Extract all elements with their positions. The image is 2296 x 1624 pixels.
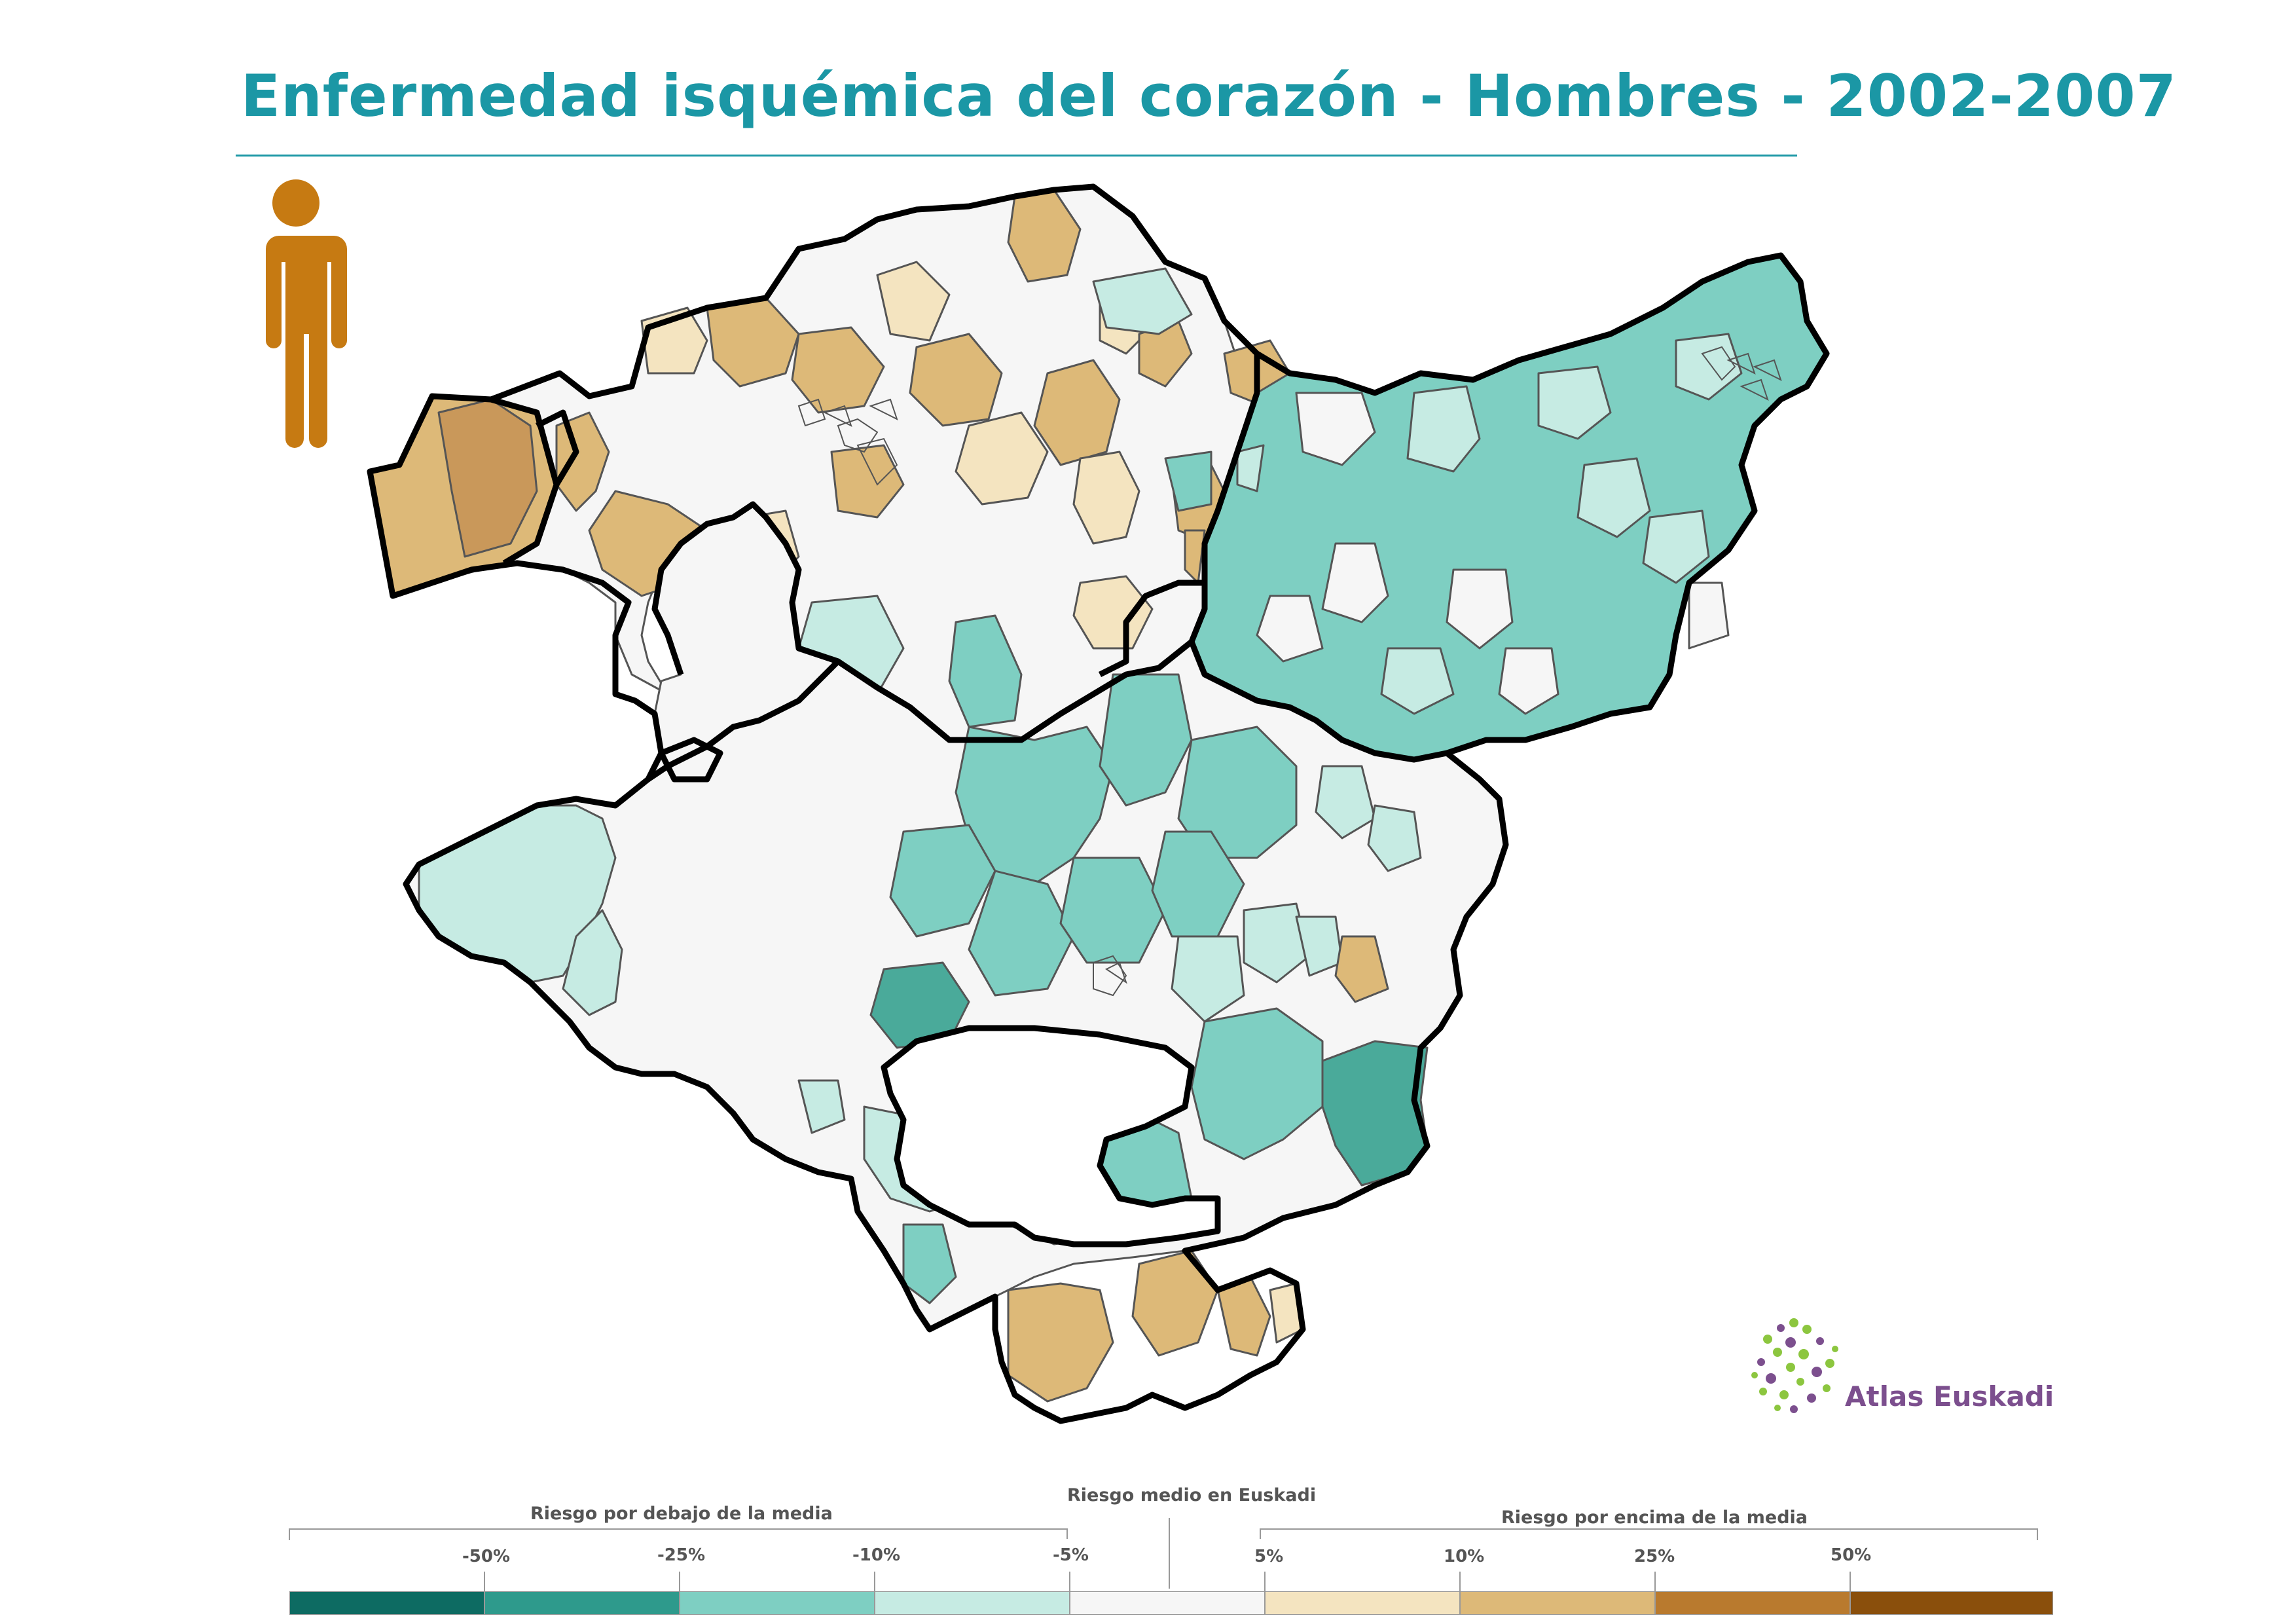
legend-above-label: Riesgo por encima de la media bbox=[1501, 1507, 1808, 1528]
male-person-icon bbox=[244, 175, 348, 451]
atlas-euskadi-logo bbox=[1738, 1310, 2079, 1428]
legend-average-label: Riesgo medio en Euskadi bbox=[1067, 1485, 1317, 1505]
outline-bizkaia-gipuzkoa bbox=[1188, 354, 1260, 643]
legend-below-label: Riesgo por debajo de la media bbox=[530, 1504, 833, 1524]
legend-tick: 25% bbox=[1634, 1547, 1675, 1566]
legend-swatch bbox=[1850, 1591, 2053, 1615]
legend-tick: -50% bbox=[462, 1547, 511, 1566]
legend-tick: -10% bbox=[852, 1545, 901, 1565]
legend-tick: 50% bbox=[1831, 1545, 1872, 1565]
legend-swatch bbox=[875, 1591, 1070, 1615]
dotted-globe-icon bbox=[1751, 1318, 1838, 1413]
legend-swatch bbox=[484, 1591, 680, 1615]
enclave-white bbox=[881, 1025, 1221, 1247]
legend-tick: 10% bbox=[1444, 1547, 1485, 1566]
choropleth-map bbox=[340, 177, 2003, 1447]
outline-bizkaia-araba bbox=[646, 501, 841, 782]
legend-swatch bbox=[1265, 1591, 1460, 1615]
logo-text: Atlas Euskadi bbox=[1845, 1380, 2054, 1412]
legend-tick: 5% bbox=[1254, 1547, 1284, 1566]
title-divider bbox=[236, 155, 1797, 157]
legend-swatch bbox=[1655, 1591, 1850, 1615]
legend-tick: -25% bbox=[657, 1545, 706, 1565]
outline-araba-gipuzkoa bbox=[797, 638, 1448, 763]
legend-swatch bbox=[289, 1591, 484, 1615]
legend-swatch bbox=[1460, 1591, 1655, 1615]
outline-euskadi bbox=[367, 183, 1830, 1424]
page-title: Enfermedad isquémica del corazón - Hombr… bbox=[241, 62, 2177, 130]
legend-tick: -5% bbox=[1053, 1545, 1089, 1565]
legend-swatch bbox=[1070, 1591, 1265, 1615]
legend-swatch bbox=[680, 1591, 875, 1615]
